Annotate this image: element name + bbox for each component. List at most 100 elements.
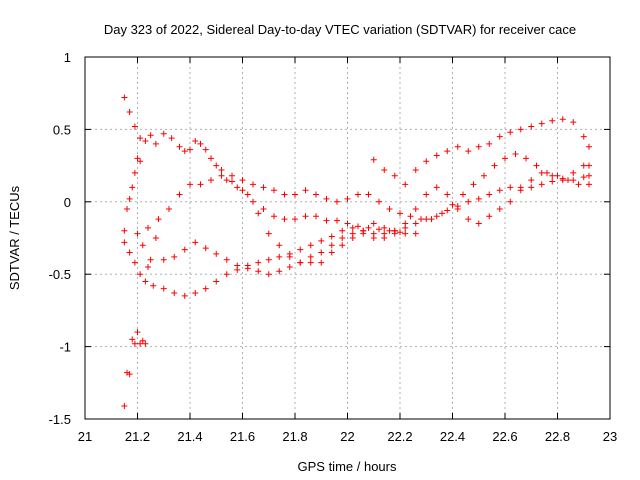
x-tick-label: 22.8	[545, 429, 570, 444]
data-point	[580, 174, 587, 181]
data-point	[507, 198, 514, 205]
data-point	[586, 162, 592, 169]
data-point	[460, 191, 466, 198]
data-point	[129, 336, 136, 343]
data-point	[323, 217, 330, 224]
data-point	[328, 249, 335, 256]
data-point	[475, 195, 482, 202]
data-point	[160, 256, 167, 263]
data-point	[328, 242, 335, 249]
data-point	[475, 220, 482, 227]
data-point	[137, 340, 144, 347]
data-point	[397, 229, 403, 236]
data-point	[244, 191, 251, 198]
data-point	[386, 227, 393, 234]
data-point	[213, 278, 220, 285]
data-point	[465, 198, 472, 205]
data-point	[131, 259, 138, 266]
data-point	[121, 239, 128, 246]
data-point	[223, 271, 230, 278]
data-point	[166, 206, 172, 213]
data-point	[142, 137, 149, 144]
data-point	[355, 191, 361, 198]
data-point	[570, 169, 577, 176]
data-point	[376, 198, 382, 205]
data-point	[137, 158, 144, 165]
data-point	[160, 130, 167, 137]
data-point	[134, 230, 141, 237]
data-point	[244, 265, 251, 272]
data-point	[131, 123, 138, 130]
data-point	[386, 206, 393, 213]
y-tick-label: 0	[64, 195, 71, 210]
data-point	[129, 184, 136, 191]
data-point	[239, 177, 246, 184]
data-point	[355, 223, 361, 230]
data-point	[391, 172, 398, 179]
data-point	[433, 213, 440, 220]
data-point	[586, 172, 592, 179]
data-point	[137, 135, 144, 142]
y-tick-label: 1	[64, 50, 71, 65]
data-point	[255, 210, 262, 217]
data-point	[397, 210, 403, 217]
data-point	[131, 169, 138, 176]
data-point	[176, 191, 183, 198]
data-point	[365, 191, 372, 198]
data-point	[255, 259, 262, 266]
x-tick-label: 21.6	[230, 429, 255, 444]
data-point	[302, 187, 309, 194]
data-point	[528, 177, 535, 184]
data-point	[137, 271, 144, 278]
data-point	[376, 226, 382, 233]
data-point	[565, 177, 571, 184]
data-point	[570, 119, 577, 126]
data-point	[334, 198, 340, 205]
data-point	[297, 246, 304, 253]
x-tick-label: 22.2	[387, 429, 412, 444]
data-point	[192, 137, 199, 144]
data-point	[318, 259, 325, 266]
series-outliers	[121, 155, 159, 409]
data-point	[313, 191, 319, 198]
data-point	[370, 220, 377, 227]
data-point	[260, 206, 267, 213]
x-tick-label: 21.8	[282, 429, 307, 444]
data-point	[250, 181, 256, 188]
series-track-3	[134, 151, 592, 237]
data-point	[454, 206, 461, 213]
data-point	[444, 148, 451, 155]
data-point	[234, 184, 241, 191]
data-point	[454, 143, 461, 150]
data-point	[365, 224, 372, 231]
data-point	[187, 146, 193, 153]
data-point	[239, 187, 246, 194]
data-point	[124, 369, 130, 376]
data-point	[523, 155, 529, 162]
data-point	[307, 259, 314, 266]
data-point	[276, 253, 283, 260]
data-point	[213, 250, 220, 257]
data-point	[349, 235, 356, 241]
data-point	[121, 227, 128, 234]
data-point	[142, 278, 149, 285]
data-point	[307, 242, 314, 249]
data-point	[176, 143, 183, 150]
data-point	[145, 224, 151, 231]
data-point	[286, 253, 293, 260]
data-point	[486, 191, 493, 198]
data-point	[155, 216, 162, 223]
data-point	[533, 162, 540, 169]
data-point	[281, 191, 288, 198]
data-point	[491, 162, 498, 169]
data-point	[344, 220, 351, 227]
data-point	[126, 249, 133, 256]
data-point	[134, 155, 141, 162]
data-point	[412, 206, 419, 213]
data-point	[349, 224, 356, 231]
data-point	[538, 181, 545, 188]
data-point	[126, 109, 133, 116]
data-point	[475, 143, 482, 150]
y-axis-label: SDTVAR / TECUs	[7, 185, 22, 290]
